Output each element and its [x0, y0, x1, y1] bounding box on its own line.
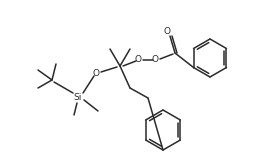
Text: O: O: [164, 28, 171, 37]
Text: Si: Si: [74, 93, 82, 101]
Text: O: O: [93, 69, 100, 79]
Text: O: O: [134, 55, 141, 65]
Text: O: O: [152, 55, 159, 65]
